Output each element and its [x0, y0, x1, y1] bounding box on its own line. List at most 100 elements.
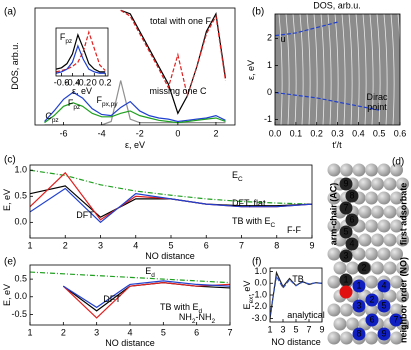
annotation-part: DFT — [76, 210, 94, 220]
annotation: Fpz — [60, 32, 72, 45]
dos-curve-decor — [397, 13, 402, 126]
neighbor-atom — [365, 293, 379, 307]
dos-curve-decor — [278, 13, 283, 126]
atom-number: 5 — [381, 300, 386, 310]
annotation-part: point — [367, 102, 387, 112]
neighbor-atom — [352, 327, 366, 341]
series-line — [30, 271, 230, 284]
carbon-atom — [371, 233, 384, 247]
plot-area — [30, 265, 230, 325]
x-tick-label: 3 — [280, 324, 285, 334]
annotation: TB — [292, 274, 304, 284]
x-axis-label-part: NO distance — [105, 338, 155, 348]
annotation-part: TB with — [160, 302, 193, 312]
atom-number: 4 — [381, 280, 386, 290]
atom-number: 9 — [343, 178, 348, 188]
x-tick-label: 4 — [127, 327, 132, 337]
numbered-atom — [345, 189, 359, 203]
numbered-atom — [339, 201, 353, 215]
carbon-atom — [396, 233, 409, 247]
dos-curve-decor — [362, 13, 367, 126]
y-axis-label: Eex, eV — [242, 281, 255, 310]
x-tick-label: 2 — [61, 327, 66, 337]
y-tick-label: 0.0 — [14, 217, 27, 227]
dos-curve-decor — [390, 13, 395, 126]
carbon-atom — [358, 205, 372, 219]
numbered-atom — [339, 249, 353, 263]
carbon-atom — [340, 331, 353, 345]
panel-label: (b) — [252, 7, 264, 18]
carbon-atom — [365, 247, 378, 261]
x-tick-label: 1 — [27, 327, 32, 337]
x-tick-label: 0.6 — [394, 128, 407, 138]
carbon-atom — [352, 247, 366, 261]
annotation: analytical — [287, 310, 325, 320]
diagram-text: neighbor order (NO) — [398, 257, 408, 343]
x-axis-label-part: NO distance — [271, 337, 321, 347]
y-tick-label: -3.0 — [251, 313, 267, 323]
atom-number: 2 — [361, 262, 366, 272]
annotation-part: d — [151, 272, 155, 279]
x-axis-label-part: NO distance — [145, 251, 195, 261]
x-tick-label: 0.5 — [373, 128, 386, 138]
y-axis-label-part: ex — [248, 296, 255, 304]
x-tick-label: -4 — [98, 128, 106, 138]
annotation-part: C — [271, 222, 276, 229]
carbon-atom — [371, 205, 384, 219]
annotation-part: Dirac — [366, 92, 388, 102]
x-tick-label: 7 — [227, 327, 232, 337]
neighbor-atom — [389, 313, 403, 327]
adsorbate-atom — [339, 285, 353, 299]
annotation-part: TB with — [232, 216, 265, 226]
y-tick-label: 1.0 — [254, 266, 267, 276]
carbon-atom — [377, 191, 391, 205]
x-tick-label: 1 — [27, 240, 32, 250]
series-line — [44, 91, 226, 123]
dos-curve-decor — [285, 13, 290, 126]
y-tick-label: -1 — [264, 114, 272, 124]
carbon-atom — [327, 275, 341, 289]
series-line — [63, 280, 230, 309]
x-tick-label: -0.6 — [54, 77, 70, 87]
series-line — [44, 102, 226, 124]
x-tick-label: 3 — [94, 327, 99, 337]
dos-curve-decor — [292, 13, 297, 126]
carbon-atom — [365, 191, 378, 205]
y-axis-label-part: ε, eV — [246, 60, 256, 80]
carbon-atom — [358, 177, 372, 191]
dos-curve-decor — [306, 13, 311, 126]
atom-number: 8 — [356, 328, 361, 338]
carbon-atom — [365, 331, 378, 345]
x-tick-label: 0.0 — [269, 128, 282, 138]
x-axis-label: NO distance — [271, 337, 321, 347]
carbon-atom — [383, 261, 397, 275]
annotation: TB with EC — [232, 216, 276, 229]
atom-number: 1 — [356, 280, 361, 290]
numbered-atom — [345, 213, 359, 227]
dos-curve-decor — [299, 13, 304, 126]
carbon-atom — [396, 261, 409, 275]
atom-number: 8 — [349, 190, 354, 200]
x-tick-label: -6 — [60, 128, 68, 138]
annotation: total with one F — [150, 16, 212, 26]
panel-label: (a) — [4, 7, 16, 18]
carbon-atom — [371, 261, 384, 275]
y-axis-label: ε, eV — [246, 60, 256, 80]
series-line — [120, 9, 227, 98]
carbon-atom — [365, 275, 378, 289]
series-line — [275, 21, 338, 37]
panel-label: (e) — [4, 257, 16, 268]
dos-curve-decor — [355, 13, 360, 126]
carbon-atom — [377, 219, 391, 233]
carbon-atom — [371, 177, 384, 191]
y-tick-label: 0 — [267, 87, 272, 97]
carbon-atom — [340, 163, 353, 177]
x-axis-label: NO distance — [105, 338, 155, 348]
x-tick-label: 0 — [175, 128, 180, 138]
series-line — [120, 9, 227, 115]
x-tick-label: -0.2 — [76, 77, 92, 87]
annotation-part: C — [45, 111, 52, 121]
carbon-atom — [358, 233, 372, 247]
carbon-atom — [346, 317, 359, 331]
neighbor-atom — [377, 327, 391, 341]
